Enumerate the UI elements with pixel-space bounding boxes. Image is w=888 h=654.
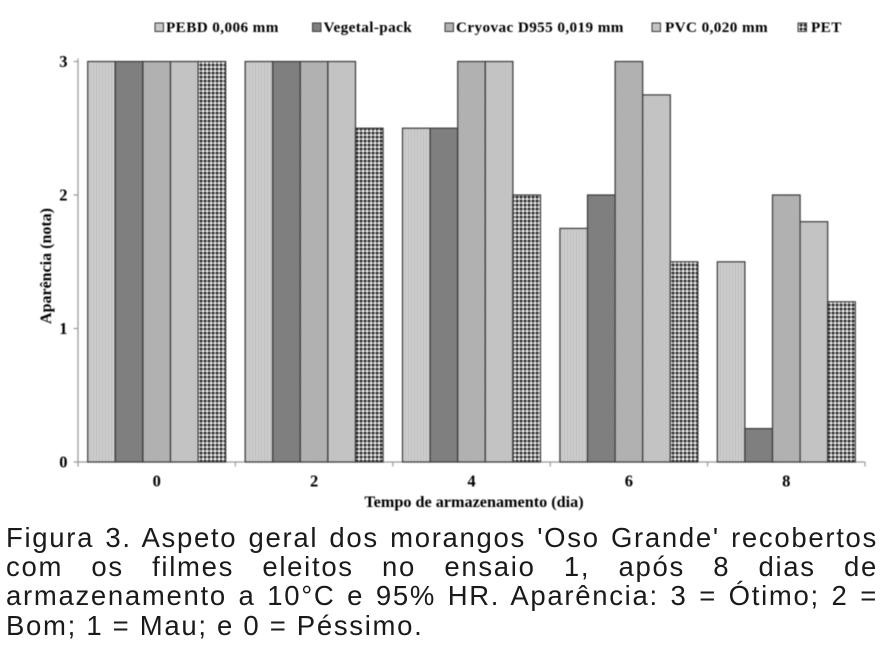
svg-text:PVC 0,020 mm: PVC 0,020 mm	[665, 19, 768, 36]
svg-text:Cryovac D955 0,019 mm: Cryovac D955 0,019 mm	[456, 19, 624, 36]
svg-text:0: 0	[59, 453, 67, 472]
svg-text:Aparência (nota): Aparência (nota)	[38, 208, 55, 324]
svg-text:0: 0	[153, 472, 161, 491]
svg-text:Tempo de armazenamento (dia): Tempo de armazenamento (dia)	[364, 493, 583, 511]
svg-text:2: 2	[310, 472, 318, 491]
svg-text:PET: PET	[811, 19, 842, 36]
svg-text:PEBD 0,006 mm: PEBD 0,006 mm	[166, 19, 279, 36]
svg-text:3: 3	[59, 52, 67, 71]
svg-text:1: 1	[59, 319, 67, 338]
svg-text:8: 8	[782, 472, 790, 491]
svg-text:Vegetal-pack: Vegetal-pack	[324, 19, 413, 36]
svg-text:2: 2	[59, 186, 67, 205]
svg-text:6: 6	[625, 472, 633, 491]
svg-text:4: 4	[467, 472, 475, 491]
